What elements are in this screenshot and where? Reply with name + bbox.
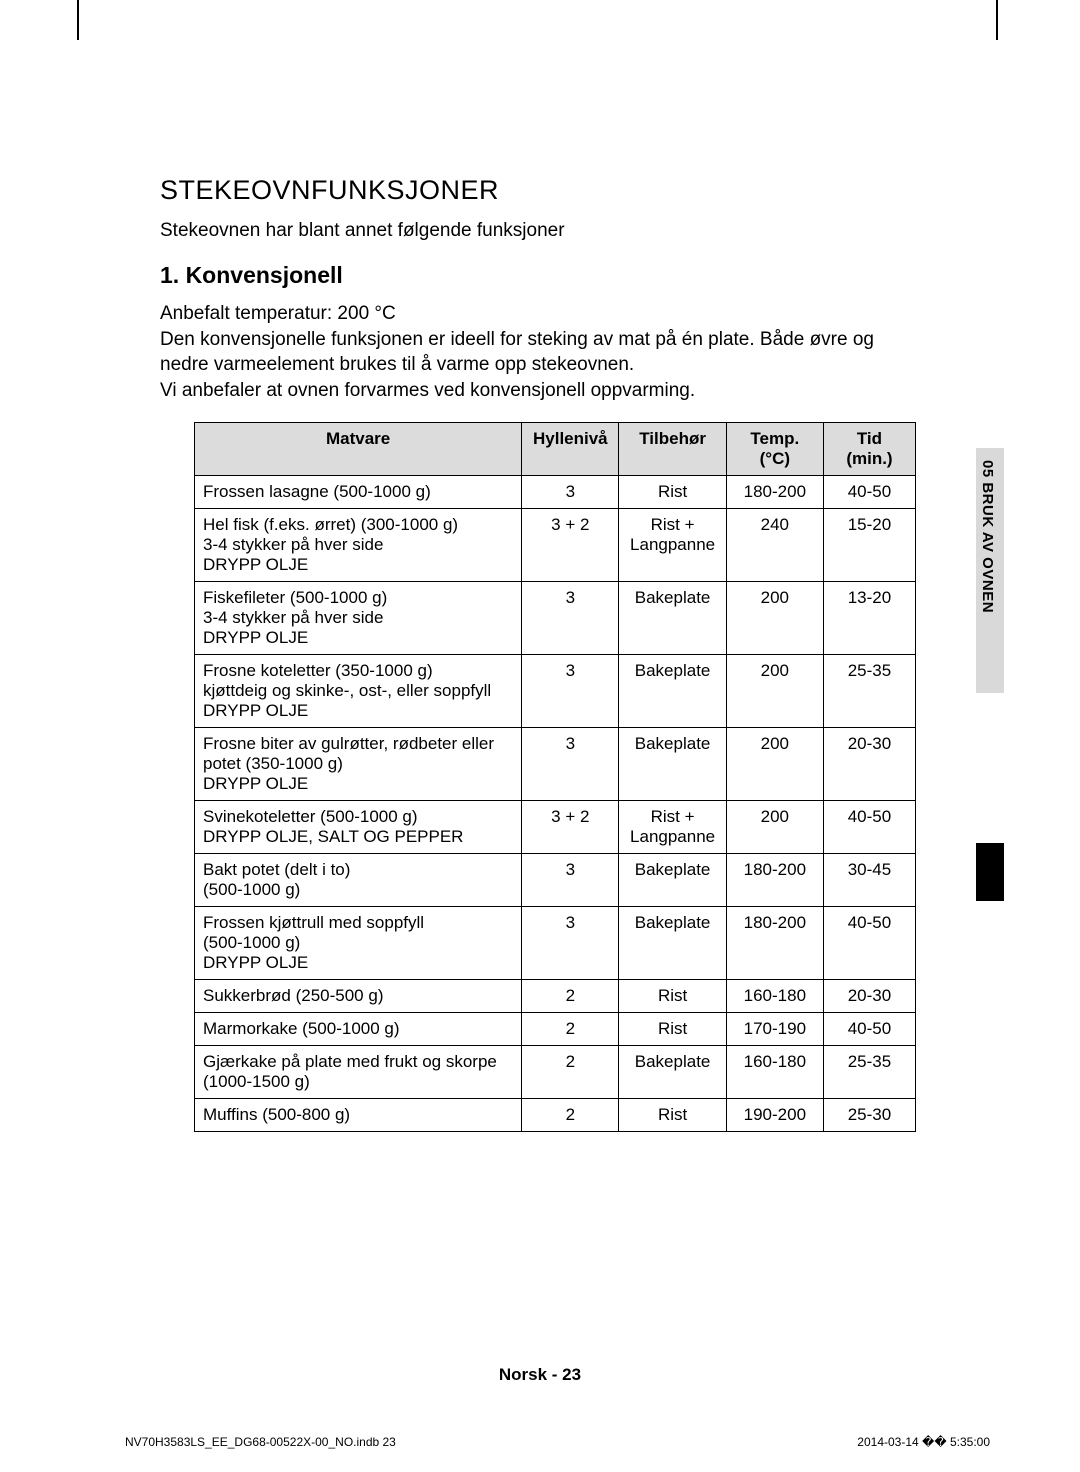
cell-temp: 180-200 [726,475,823,508]
cell-acc: Bakeplate [619,727,726,800]
th-food: Matvare [195,422,522,475]
footer-timestamp: 2014-03-14 �� 5:35:00 [857,1435,990,1449]
cooking-table: Matvare Hyllenivå Tilbehør Temp.(°C) Tid… [194,422,916,1132]
cell-temp: 160-180 [726,979,823,1012]
cell-food: Frossen lasagne (500-1000 g) [195,475,522,508]
cell-temp: 190-200 [726,1098,823,1131]
cell-food: Marmorkake (500-1000 g) [195,1012,522,1045]
table-row: Frossen lasagne (500-1000 g)3Rist180-200… [195,475,916,508]
cell-food: Sukkerbrød (250-500 g) [195,979,522,1012]
cell-acc: Bakeplate [619,853,726,906]
cell-acc: Bakeplate [619,581,726,654]
cell-level: 2 [522,1045,619,1098]
table-row: Sukkerbrød (250-500 g)2Rist160-18020-30 [195,979,916,1012]
body-line-0: Anbefalt temperatur: 200 °C [160,301,915,327]
cell-acc: Rist [619,475,726,508]
cell-food: Muffins (500-800 g) [195,1098,522,1131]
cell-level: 2 [522,1012,619,1045]
table-row: Gjærkake på plate med frukt og skorpe (1… [195,1045,916,1098]
content-area: STEKEOVNFUNKSJONER Stekeovnen har blant … [160,175,915,1132]
cell-acc: Rist [619,1012,726,1045]
crop-mark-right [996,0,998,40]
cell-food: Frosne biter av gulrøtter, rødbeter elle… [195,727,522,800]
cell-acc: Rist +Langpanne [619,800,726,853]
th-acc: Tilbehør [619,422,726,475]
intro-text: Stekeovnen har blant annet følgende funk… [160,220,915,242]
cell-food: Bakt potet (delt i to)(500-1000 g) [195,853,522,906]
table-row: Svinekoteletter (500-1000 g)DRYPP OLJE, … [195,800,916,853]
table-row: Frosne biter av gulrøtter, rødbeter elle… [195,727,916,800]
cell-time: 40-50 [823,906,915,979]
table-row: Frosne koteletter (350-1000 g)kjøttdeig … [195,654,916,727]
footer-filename: NV70H3583LS_EE_DG68-00522X-00_NO.indb 23 [125,1435,396,1449]
page-title: STEKEOVNFUNKSJONER [160,175,915,206]
cell-temp: 180-200 [726,853,823,906]
cell-time: 40-50 [823,800,915,853]
cell-temp: 180-200 [726,906,823,979]
cell-level: 3 [522,727,619,800]
cell-level: 3 + 2 [522,800,619,853]
cell-temp: 170-190 [726,1012,823,1045]
table-body: Frossen lasagne (500-1000 g)3Rist180-200… [195,475,916,1131]
cell-level: 3 [522,853,619,906]
body-block: Anbefalt temperatur: 200 °C Den konvensj… [160,301,915,404]
cell-time: 40-50 [823,1012,915,1045]
cell-acc: Rist [619,979,726,1012]
cell-temp: 160-180 [726,1045,823,1098]
table-row: Bakt potet (delt i to)(500-1000 g)3Bakep… [195,853,916,906]
cell-level: 3 + 2 [522,508,619,581]
side-tab: 05 BRUK AV OVNEN [976,448,1004,908]
cell-temp: 200 [726,581,823,654]
cell-temp: 200 [726,727,823,800]
cell-time: 13-20 [823,581,915,654]
cell-level: 3 [522,654,619,727]
cell-time: 30-45 [823,853,915,906]
cell-level: 3 [522,581,619,654]
cell-temp: 200 [726,654,823,727]
cell-acc: Bakeplate [619,906,726,979]
cell-acc: Bakeplate [619,654,726,727]
cell-time: 15-20 [823,508,915,581]
th-level: Hyllenivå [522,422,619,475]
table-row: Marmorkake (500-1000 g)2Rist170-19040-50 [195,1012,916,1045]
body-line-2: Vi anbefaler at ovnen forvarmes ved konv… [160,378,915,404]
cell-food: Svinekoteletter (500-1000 g)DRYPP OLJE, … [195,800,522,853]
cell-time: 40-50 [823,475,915,508]
cell-acc: Rist [619,1098,726,1131]
cell-time: 25-35 [823,654,915,727]
cell-acc: Bakeplate [619,1045,726,1098]
footer-page-number: Norsk - 23 [0,1365,1080,1385]
cell-food: Frossen kjøttrull med soppfyll(500-1000 … [195,906,522,979]
side-tab-black-block [976,843,1004,901]
cell-time: 20-30 [823,979,915,1012]
cell-temp: 240 [726,508,823,581]
cell-acc: Rist +Langpanne [619,508,726,581]
cell-food: Hel fisk (f.eks. ørret) (300-1000 g)3-4 … [195,508,522,581]
cell-time: 20-30 [823,727,915,800]
cell-time: 25-30 [823,1098,915,1131]
cell-food: Fiskefileter (500-1000 g)3-4 stykker på … [195,581,522,654]
body-line-1: Den konvensjonelle funksjonen er ideell … [160,327,915,378]
side-tab-label: 05 BRUK AV OVNEN [979,460,996,613]
table-row: Fiskefileter (500-1000 g)3-4 stykker på … [195,581,916,654]
th-temp: Temp.(°C) [726,422,823,475]
cell-level: 2 [522,979,619,1012]
crop-mark-left [77,0,79,40]
table-row: Frossen kjøttrull med soppfyll(500-1000 … [195,906,916,979]
cell-food: Gjærkake på plate med frukt og skorpe (1… [195,1045,522,1098]
cell-level: 2 [522,1098,619,1131]
table-row: Muffins (500-800 g)2Rist190-20025-30 [195,1098,916,1131]
cell-time: 25-35 [823,1045,915,1098]
cell-food: Frosne koteletter (350-1000 g)kjøttdeig … [195,654,522,727]
cell-temp: 200 [726,800,823,853]
table-row: Hel fisk (f.eks. ørret) (300-1000 g)3-4 … [195,508,916,581]
cell-level: 3 [522,906,619,979]
section-heading: 1. Konvensjonell [160,262,915,289]
cell-level: 3 [522,475,619,508]
th-time: Tid(min.) [823,422,915,475]
table-header-row: Matvare Hyllenivå Tilbehør Temp.(°C) Tid… [195,422,916,475]
